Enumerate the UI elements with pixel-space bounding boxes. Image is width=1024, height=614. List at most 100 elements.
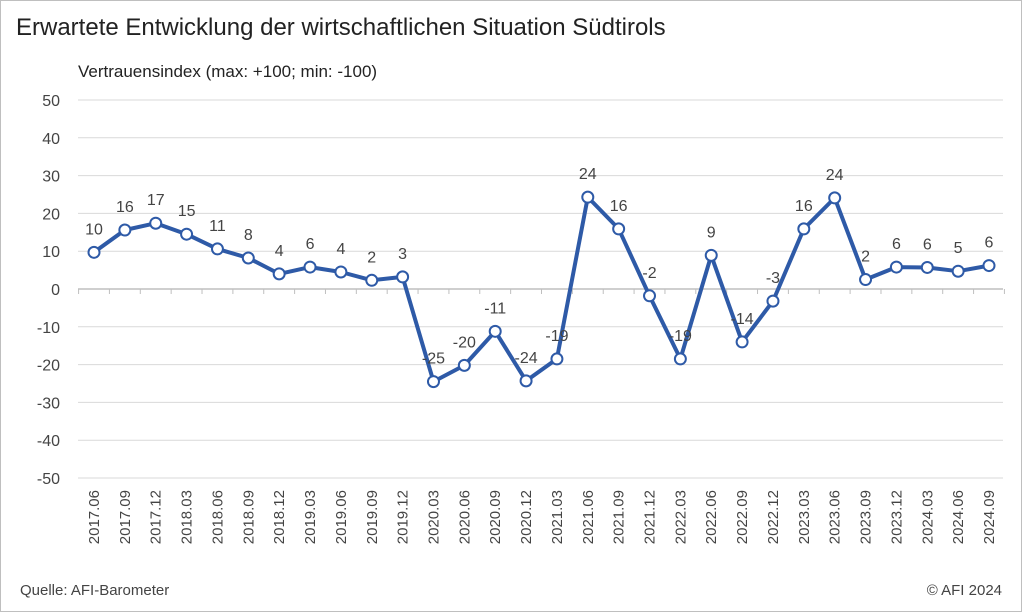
data-label-25: 2 <box>861 249 870 266</box>
data-label-28: 5 <box>954 240 963 257</box>
data-label-5: 8 <box>244 227 253 244</box>
x-tick-label-20: 2022.06 <box>703 490 720 544</box>
data-label-12: -20 <box>453 334 476 351</box>
x-tick-label-3: 2018.03 <box>179 490 196 544</box>
data-point-22 <box>766 294 780 308</box>
data-label-8: 4 <box>336 241 345 258</box>
y-tick-label-2: 30 <box>42 169 60 186</box>
data-label-10: 3 <box>398 246 407 263</box>
y-tick-label-9: -40 <box>37 433 60 450</box>
data-point-21 <box>735 335 749 349</box>
data-label-19: -19 <box>669 328 692 345</box>
data-label-3: 15 <box>178 203 196 220</box>
y-tick-label-10: -50 <box>37 471 60 488</box>
data-point-4 <box>210 242 224 256</box>
x-tick-label-0: 2017.06 <box>86 490 103 544</box>
data-label-23: 16 <box>795 198 813 215</box>
y-tick-label-1: 40 <box>42 131 60 148</box>
x-tick-label-28: 2024.06 <box>950 490 967 544</box>
data-point-6 <box>272 267 286 281</box>
x-tick-label-19: 2022.03 <box>672 490 689 544</box>
data-point-15 <box>550 352 564 366</box>
x-tick-label-10: 2019.12 <box>395 490 412 544</box>
data-label-0: 10 <box>85 221 103 238</box>
data-point-19 <box>673 352 687 366</box>
data-label-17: 16 <box>610 198 628 215</box>
copyright-note: © AFI 2024 <box>926 582 1002 599</box>
data-point-29 <box>982 259 996 273</box>
data-point-14 <box>519 374 533 388</box>
x-tick-label-29: 2024.09 <box>981 490 998 544</box>
data-label-14: -24 <box>515 350 538 367</box>
x-tick-label-13: 2020.09 <box>487 490 504 544</box>
x-tick-label-8: 2019.06 <box>333 490 350 544</box>
y-tick-label-5: 0 <box>51 282 60 299</box>
y-axis-label: Vertrauensindex (max: +100; min: -100) <box>78 62 378 81</box>
data-point-3 <box>180 227 194 241</box>
data-label-22: -3 <box>766 270 780 287</box>
x-tick-label-12: 2020.06 <box>456 490 473 544</box>
x-tick-label-1: 2017.09 <box>117 490 134 544</box>
data-label-11: -25 <box>422 351 445 368</box>
data-label-1: 16 <box>116 199 134 216</box>
x-tick-label-7: 2019.03 <box>302 490 319 544</box>
data-point-27 <box>920 260 934 274</box>
data-point-11 <box>426 375 440 389</box>
data-label-18: -2 <box>642 265 656 282</box>
x-tick-label-14: 2020.12 <box>518 490 535 544</box>
data-point-10 <box>396 270 410 284</box>
data-point-25 <box>859 273 873 287</box>
data-label-7: 6 <box>306 236 315 253</box>
data-point-13 <box>488 324 502 338</box>
data-point-24 <box>828 191 842 205</box>
x-tick-label-18: 2021.12 <box>642 490 659 544</box>
data-point-16 <box>581 190 595 204</box>
x-tick-label-2: 2017.12 <box>148 490 165 544</box>
x-tick-labels: 2017.06 2017.09 2017.12 2018.03 2018.06 2018.… <box>86 490 998 544</box>
data-label-6: 4 <box>275 243 284 260</box>
x-tick-label-9: 2019.09 <box>364 490 381 544</box>
y-tick-labels: 50 40 30 20 10 0 -10 -20 -30 -40 -50 <box>37 93 60 488</box>
data-labels: 10 16 17 15 11 8 4 6 4 2 3 -25 -20 -11 -24 -19 24 16 -2 -19… <box>85 166 993 367</box>
y-tick-label-0: 50 <box>42 93 60 110</box>
x-tick-label-22: 2022.12 <box>765 490 782 544</box>
data-point-26 <box>889 260 903 274</box>
data-label-13: -11 <box>484 300 506 317</box>
data-point-9 <box>365 273 379 287</box>
data-label-9: 2 <box>367 249 376 266</box>
x-axis <box>78 288 1005 294</box>
data-point-2 <box>149 216 163 230</box>
data-label-2: 17 <box>147 192 165 209</box>
data-point-8 <box>334 265 348 279</box>
data-label-16: 24 <box>579 166 597 183</box>
x-tick-label-6: 2018.12 <box>271 490 288 544</box>
y-tick-label-3: 20 <box>42 206 60 223</box>
data-point-0 <box>87 245 101 259</box>
x-tick-label-26: 2023.12 <box>888 490 905 544</box>
x-tick-label-16: 2021.06 <box>580 490 597 544</box>
data-label-27: 6 <box>923 236 932 253</box>
chart-title: Erwartete Entwicklung der wirtschaftlich… <box>16 14 666 41</box>
x-tick-label-4: 2018.06 <box>209 490 226 544</box>
x-tick-label-27: 2024.03 <box>919 490 936 544</box>
source-note: Quelle: AFI-Barometer <box>20 582 170 599</box>
data-point-5 <box>241 251 255 265</box>
y-tick-label-7: -20 <box>37 358 60 375</box>
y-tick-label-4: 10 <box>42 244 60 261</box>
data-label-29: 6 <box>985 235 994 252</box>
data-point-28 <box>951 264 965 278</box>
data-label-21: -14 <box>731 311 754 328</box>
data-point-23 <box>797 222 811 236</box>
data-point-18 <box>643 289 657 303</box>
x-tick-label-5: 2018.09 <box>240 490 257 544</box>
x-tick-label-17: 2021.09 <box>611 490 628 544</box>
x-tick-label-11: 2020.03 <box>425 490 442 544</box>
data-label-20: 9 <box>707 224 716 241</box>
data-label-24: 24 <box>826 167 844 184</box>
data-label-4: 11 <box>209 218 226 235</box>
x-tick-label-23: 2023.03 <box>796 490 813 544</box>
data-point-12 <box>457 358 471 372</box>
x-tick-label-15: 2021.03 <box>549 490 566 544</box>
